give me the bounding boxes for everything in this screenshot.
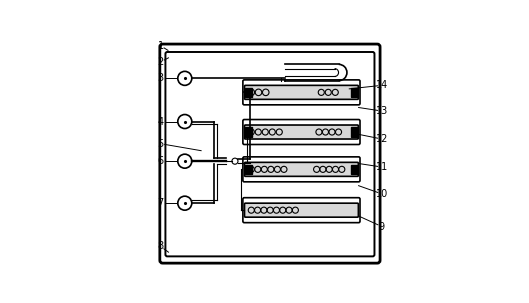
Bar (245, 165, 251, 174)
FancyBboxPatch shape (243, 120, 360, 145)
Text: 2: 2 (158, 57, 163, 67)
Bar (245, 88, 251, 97)
Bar (351, 127, 358, 137)
Text: 6: 6 (158, 156, 163, 166)
Text: 9: 9 (379, 221, 385, 231)
Text: 1: 1 (158, 41, 163, 51)
Text: 4: 4 (158, 117, 163, 127)
Text: 5: 5 (158, 139, 163, 149)
FancyBboxPatch shape (243, 80, 360, 105)
FancyBboxPatch shape (244, 125, 358, 139)
Text: 11: 11 (376, 162, 388, 172)
Bar (351, 165, 358, 174)
Text: 14: 14 (376, 80, 388, 90)
FancyBboxPatch shape (243, 198, 360, 223)
Text: 7: 7 (158, 198, 163, 208)
FancyBboxPatch shape (244, 203, 358, 217)
Text: 10: 10 (376, 189, 388, 199)
Text: 13: 13 (376, 106, 388, 116)
FancyBboxPatch shape (244, 162, 358, 176)
FancyBboxPatch shape (160, 44, 380, 263)
FancyBboxPatch shape (243, 157, 360, 182)
FancyBboxPatch shape (244, 85, 358, 99)
Bar (351, 88, 358, 97)
Text: 12: 12 (376, 134, 388, 144)
Text: 8: 8 (158, 241, 163, 251)
Bar (245, 127, 251, 137)
Text: 3: 3 (158, 73, 163, 83)
